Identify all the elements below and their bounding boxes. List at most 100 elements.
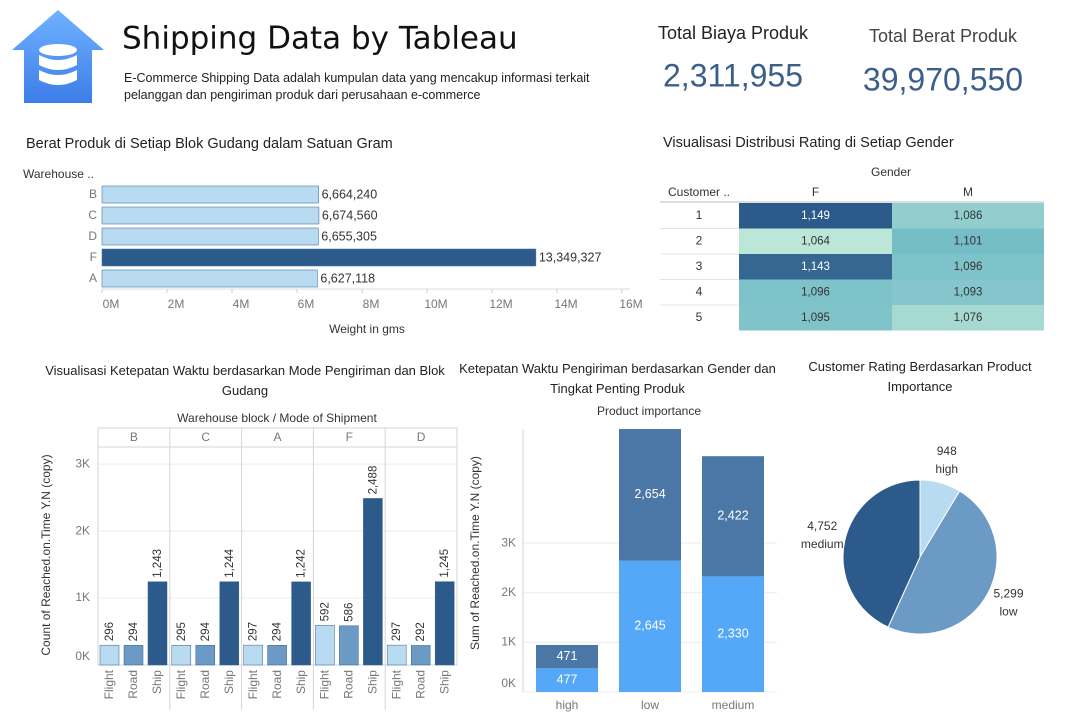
x-tick-label: Road [270,670,284,699]
data-label: 2,645 [634,619,665,633]
y-tick-label: 2K [501,585,516,599]
bar [101,248,537,267]
y-tick-label: 0K [501,676,516,690]
data-label: 297 [391,622,403,641]
heat-cell [892,305,1044,331]
data-label: 2,422 [717,509,748,523]
row-label: 5 [696,310,703,324]
cell-label: 1,064 [801,236,830,248]
x-tick-label: high [556,698,579,712]
slice-label: high [935,462,958,476]
group-label: C [201,430,210,444]
heat-cell [892,228,1044,254]
slice-label: medium [801,537,844,551]
group-label: F [346,430,353,444]
data-label: 294 [272,622,284,642]
column-header: Gender [871,165,911,179]
chart-title: Customer Rating Berdasarkan Product Impo… [808,359,1032,394]
data-label: 6,674,560 [322,208,378,222]
cell-label: 1,096 [954,261,983,273]
facet-header: Warehouse block / Mode of Shipment [177,411,377,425]
data-label: 294 [200,622,212,642]
bar [123,645,144,666]
data-label: 1,243 [152,549,164,578]
group-label: A [273,430,281,444]
group-label: D [417,430,426,444]
cell-label: 1,149 [801,210,830,222]
data-label: 294 [128,622,140,642]
x-tick-label: 12M [489,297,512,311]
y-tick-label: A [89,271,97,285]
axis-title: Count of Reached.on.Time Y.N (copy) [39,454,53,655]
data-label: 296 [104,622,116,641]
x-tick-label: Road [342,670,356,699]
y-tick-label: B [89,187,97,201]
bar-segment [536,668,598,692]
x-tick-label: Flight [318,669,332,699]
data-label: 13,349,327 [539,250,602,264]
x-tick-label: medium [712,698,755,712]
kpi-label: Total Berat Produk [869,26,1018,46]
pie-slice [887,490,998,635]
data-label: 6,655,305 [321,229,377,243]
pie-slice [842,479,921,628]
heat-cell [739,254,892,280]
bar [291,581,311,666]
x-tick-label: 0M [103,297,120,311]
bar-segment [702,576,764,692]
kpi-value: 2,311,955 [663,57,803,93]
bar [195,645,216,666]
heat-cell [892,203,1044,229]
x-tick-label: Road [413,670,427,699]
data-label: 471 [557,649,578,663]
bar [339,625,359,666]
bar [410,645,431,666]
x-tick-label: 10M [424,297,447,311]
row-header: Customer .. [668,185,730,199]
cell-label: 1,143 [801,261,830,273]
data-label: 6,627,118 [320,271,375,285]
data-label: 297 [248,622,260,641]
bar [101,269,318,288]
row-label: 3 [696,259,703,273]
cell-label: 1,076 [954,312,983,324]
bar [219,581,240,666]
bar-segment [702,456,764,577]
dashboard-title: Shipping Data by Tableau [122,21,518,57]
data-label: 5,299 [993,587,1023,601]
x-tick-label: 4M [233,297,250,311]
bar [386,644,407,666]
kpi-value: 39,970,550 [863,61,1023,97]
bar [101,227,319,246]
y-tick-label: D [88,229,97,243]
bar [99,644,120,666]
x-tick-label: Ship [150,670,164,694]
cell-label: 1,086 [954,210,983,222]
x-tick-label: Road [126,670,140,699]
y-tick-label: 3K [75,456,90,470]
axis-title: Sum of Reached.on.Time Y.N (copy) [468,456,482,650]
y-tick-label: 1K [75,590,90,604]
column-label: M [963,185,973,199]
bar-segment [619,429,681,561]
data-label: 948 [937,444,957,458]
x-tick-label: 16M [619,297,642,311]
x-tick-label: 6M [298,297,315,311]
y-tick-label: 2K [75,523,90,537]
x-tick-label: 8M [363,297,380,311]
data-label: 2,330 [717,626,748,640]
group-label: B [130,430,138,444]
row-label: 2 [696,234,703,248]
y-tick-label: F [90,250,97,264]
heat-cell [739,203,892,229]
y-tick-label: 0K [75,649,90,663]
bar [243,644,263,666]
bar [434,581,455,666]
heat-cell [739,279,892,305]
bar [101,206,320,225]
row-label: 4 [696,285,703,299]
axis-title: Weight in gms [329,322,405,336]
bar [171,645,192,666]
x-tick-label: low [641,698,659,712]
